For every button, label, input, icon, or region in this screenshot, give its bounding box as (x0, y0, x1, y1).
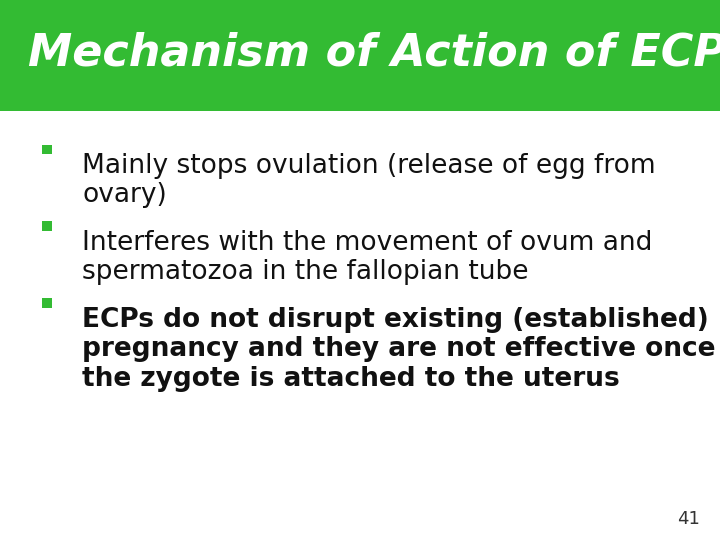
Text: the zygote is attached to the uterus: the zygote is attached to the uterus (82, 366, 620, 392)
Text: spermatozoa in the fallopian tube: spermatozoa in the fallopian tube (82, 259, 528, 285)
FancyBboxPatch shape (0, 105, 720, 111)
FancyBboxPatch shape (42, 145, 52, 154)
Text: 41: 41 (677, 510, 700, 528)
FancyBboxPatch shape (42, 221, 52, 231)
Text: Mainly stops ovulation (release of egg from: Mainly stops ovulation (release of egg f… (82, 153, 656, 179)
Text: Mechanism of Action of ECPs: Mechanism of Action of ECPs (28, 31, 720, 74)
Text: pregnancy and they are not effective once: pregnancy and they are not effective onc… (82, 336, 716, 362)
Text: Interferes with the movement of ovum and: Interferes with the movement of ovum and (82, 230, 652, 256)
Text: ECPs do not disrupt existing (established): ECPs do not disrupt existing (establishe… (82, 307, 708, 333)
Text: ovary): ovary) (82, 183, 167, 208)
FancyBboxPatch shape (0, 0, 720, 105)
FancyBboxPatch shape (42, 299, 52, 308)
